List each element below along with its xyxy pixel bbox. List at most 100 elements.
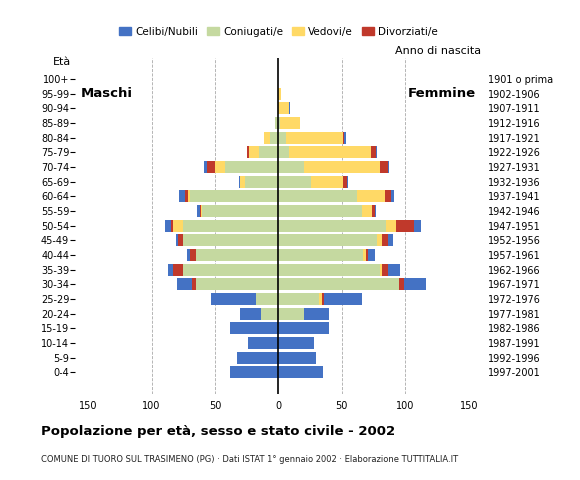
Bar — [215, 161, 225, 173]
Bar — [343, 132, 345, 144]
Bar — [237, 352, 278, 364]
Bar — [211, 293, 256, 305]
Bar — [357, 190, 385, 202]
Bar — [399, 278, 404, 290]
Bar — [324, 293, 362, 305]
Bar — [239, 176, 240, 188]
Legend: Celibi/Nubili, Coniugati/e, Vedovi/e, Divorziati/e: Celibi/Nubili, Coniugati/e, Vedovi/e, Di… — [115, 23, 442, 41]
Bar — [343, 176, 347, 188]
Bar — [259, 146, 278, 158]
Bar — [200, 205, 201, 217]
Bar — [380, 264, 382, 276]
Bar — [230, 322, 278, 334]
Text: Età: Età — [53, 57, 71, 67]
Bar — [278, 205, 362, 217]
Bar — [278, 293, 319, 305]
Bar — [368, 249, 375, 261]
Bar — [278, 337, 314, 349]
Bar — [246, 146, 249, 158]
Bar — [278, 102, 288, 114]
Bar — [386, 219, 396, 232]
Bar — [278, 219, 386, 232]
Bar — [207, 161, 215, 173]
Bar — [278, 190, 357, 202]
Bar — [392, 190, 394, 202]
Bar — [249, 146, 259, 158]
Bar — [168, 264, 173, 276]
Bar — [278, 234, 378, 246]
Bar — [260, 308, 278, 320]
Bar — [304, 308, 329, 320]
Bar — [183, 219, 278, 232]
Bar — [197, 205, 200, 217]
Bar — [278, 352, 317, 364]
Bar — [225, 161, 278, 173]
Bar — [204, 161, 207, 173]
Bar — [286, 132, 343, 144]
Bar — [274, 117, 278, 129]
Bar — [278, 176, 311, 188]
Bar — [201, 205, 202, 217]
Bar — [278, 322, 329, 334]
Bar — [278, 308, 304, 320]
Bar — [177, 278, 192, 290]
Bar — [311, 176, 343, 188]
Bar — [414, 219, 420, 232]
Bar — [183, 234, 278, 246]
Bar — [278, 132, 286, 144]
Bar — [288, 102, 290, 114]
Bar — [278, 87, 281, 99]
Bar — [171, 219, 173, 232]
Bar — [376, 146, 378, 158]
Bar — [278, 117, 280, 129]
Text: Popolazione per età, sesso e stato civile - 2002: Popolazione per età, sesso e stato civil… — [41, 425, 395, 438]
Bar — [364, 249, 366, 261]
Bar — [278, 366, 323, 378]
Bar — [378, 234, 382, 246]
Bar — [387, 234, 393, 246]
Bar — [288, 146, 371, 158]
Bar — [240, 308, 260, 320]
Bar — [196, 278, 278, 290]
Bar — [347, 176, 348, 188]
Bar — [190, 249, 196, 261]
Bar — [345, 132, 346, 144]
Bar — [362, 205, 372, 217]
Bar — [264, 132, 270, 144]
Bar — [304, 161, 380, 173]
Bar — [396, 219, 414, 232]
Bar — [366, 249, 368, 261]
Bar — [404, 278, 426, 290]
Bar — [278, 161, 304, 173]
Bar — [382, 234, 387, 246]
Bar — [375, 205, 376, 217]
Bar — [256, 293, 278, 305]
Bar — [173, 219, 183, 232]
Bar — [278, 249, 364, 261]
Text: Maschi: Maschi — [81, 87, 132, 100]
Bar — [190, 190, 278, 202]
Bar — [278, 278, 399, 290]
Bar — [192, 278, 196, 290]
Bar — [196, 249, 278, 261]
Bar — [372, 205, 375, 217]
Bar — [380, 161, 387, 173]
Bar — [179, 190, 184, 202]
Bar — [173, 264, 183, 276]
Bar — [319, 293, 321, 305]
Bar — [245, 176, 278, 188]
Bar — [321, 293, 324, 305]
Bar — [270, 132, 278, 144]
Bar — [278, 146, 288, 158]
Bar — [382, 264, 387, 276]
Text: Anno di nascita: Anno di nascita — [396, 46, 481, 56]
Bar — [387, 161, 389, 173]
Bar — [178, 234, 183, 246]
Text: COMUNE DI TUORO SUL TRASIMENO (PG) · Dati ISTAT 1° gennaio 2002 · Elaborazione T: COMUNE DI TUORO SUL TRASIMENO (PG) · Dat… — [41, 455, 458, 464]
Bar — [371, 146, 376, 158]
Bar — [187, 249, 190, 261]
Bar — [188, 190, 190, 202]
Bar — [184, 190, 188, 202]
Bar — [387, 264, 400, 276]
Bar — [230, 366, 278, 378]
